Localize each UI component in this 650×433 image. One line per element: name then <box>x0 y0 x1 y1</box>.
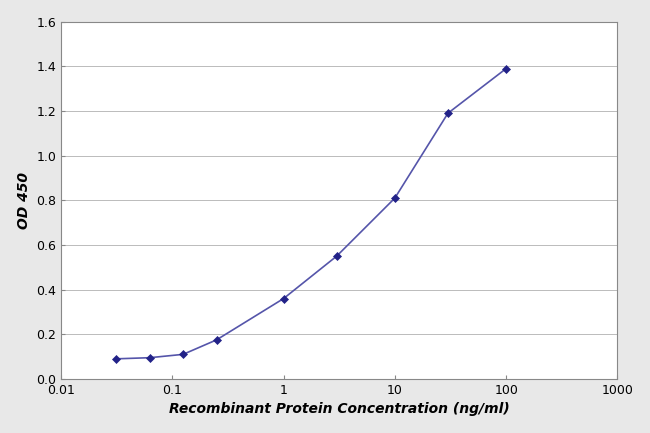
Y-axis label: OD 450: OD 450 <box>17 172 31 229</box>
X-axis label: Recombinant Protein Concentration (ng/ml): Recombinant Protein Concentration (ng/ml… <box>169 402 510 417</box>
